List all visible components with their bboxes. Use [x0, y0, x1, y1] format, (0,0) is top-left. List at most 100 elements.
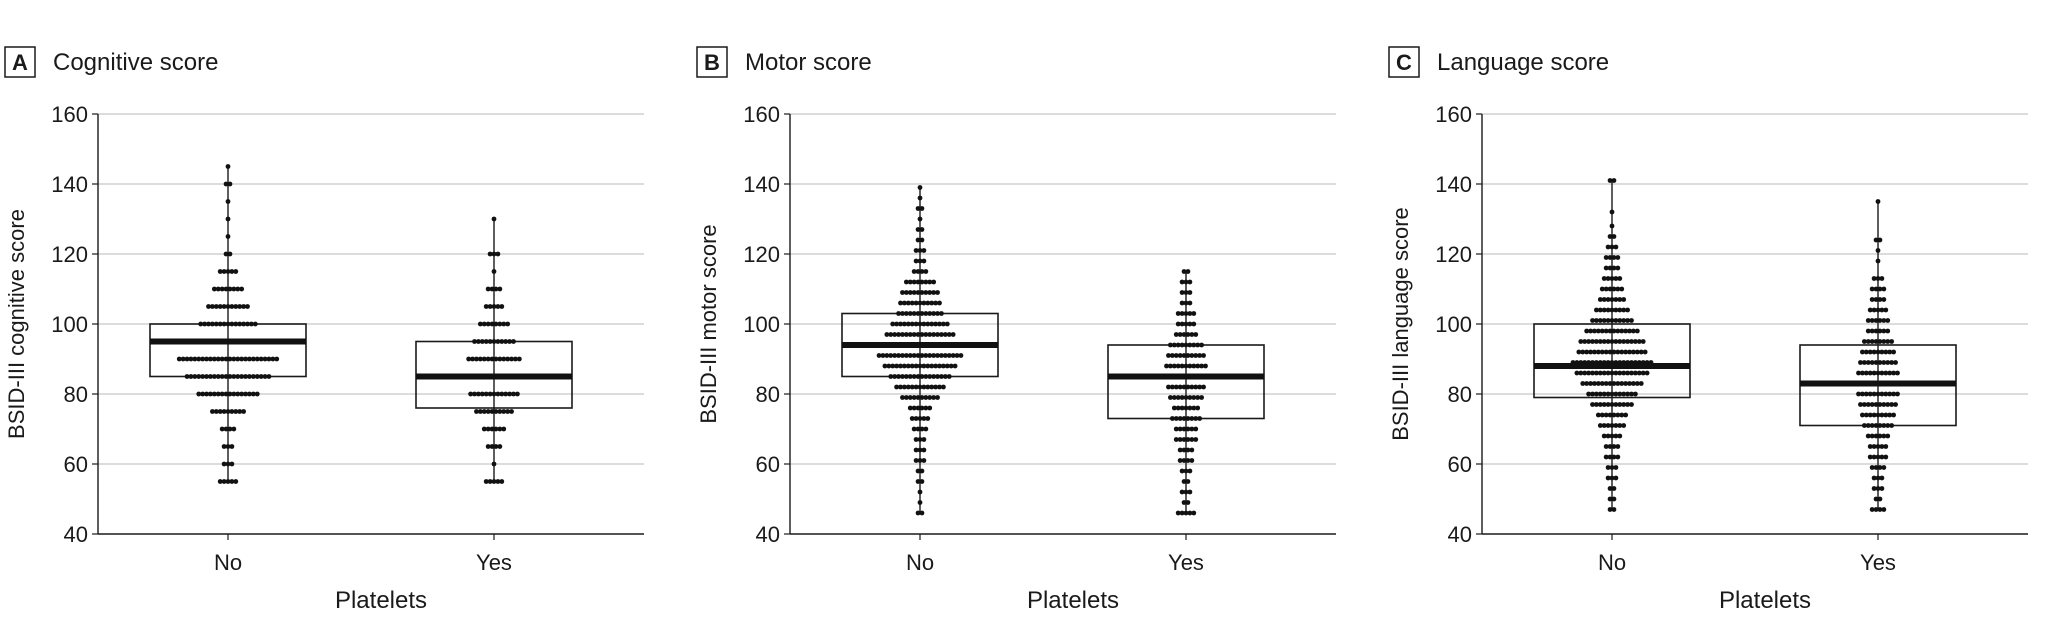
data-point — [1597, 370, 1603, 376]
data-point — [221, 409, 227, 414]
data-point — [227, 426, 233, 432]
data-point — [915, 332, 921, 337]
data-point — [1605, 276, 1611, 281]
data-point — [477, 356, 483, 362]
data-point — [1601, 297, 1607, 302]
data-point — [1873, 286, 1879, 292]
data-point — [1875, 199, 1881, 204]
data-point — [1181, 416, 1187, 421]
data-point — [958, 353, 964, 358]
data-point — [1171, 342, 1177, 348]
data-point — [221, 304, 227, 309]
data-point — [915, 269, 921, 274]
data-point — [946, 353, 952, 358]
data-point — [915, 468, 921, 474]
data-point — [1611, 286, 1617, 292]
data-point — [1895, 370, 1900, 376]
data-point — [1601, 391, 1607, 397]
data-point — [1881, 423, 1887, 428]
data-point — [911, 353, 917, 358]
data-point — [1621, 423, 1627, 428]
data-point — [505, 409, 511, 414]
data-point — [913, 258, 919, 264]
data-point — [946, 332, 952, 337]
data-point — [913, 416, 919, 421]
data-point — [231, 286, 237, 292]
data-point — [233, 479, 239, 484]
data-point — [898, 300, 903, 306]
data-point — [1195, 395, 1201, 400]
data-point — [929, 321, 935, 327]
data-point — [196, 356, 202, 362]
data-point — [1601, 318, 1607, 323]
data-point — [196, 391, 202, 397]
data-point — [1861, 402, 1867, 407]
data-point — [493, 426, 499, 432]
data-point — [903, 290, 909, 295]
data-point — [1181, 437, 1187, 442]
data-point — [1617, 391, 1623, 397]
data-point — [1885, 318, 1891, 323]
data-point — [1879, 391, 1885, 397]
data-point — [1879, 412, 1885, 418]
data-point — [1891, 412, 1896, 418]
data-point — [913, 384, 919, 390]
data-point — [1621, 318, 1627, 323]
data-point — [1609, 244, 1615, 250]
data-point — [896, 353, 901, 358]
data-point — [1869, 360, 1875, 365]
data-point — [1201, 353, 1206, 358]
data-point — [1609, 339, 1615, 344]
data-point — [176, 356, 182, 362]
data-point — [1627, 381, 1632, 386]
data-point — [1891, 349, 1896, 355]
data-point — [942, 332, 948, 337]
data-point — [219, 374, 225, 379]
data-point — [907, 374, 913, 379]
data-point — [1881, 433, 1887, 439]
data-point — [1887, 349, 1893, 355]
data-point — [927, 395, 933, 400]
data-point — [1607, 412, 1613, 418]
x-tick-label: No — [214, 550, 242, 575]
panel-title: Motor score — [745, 49, 872, 76]
data-point — [1607, 349, 1613, 355]
data-point — [1195, 405, 1201, 411]
data-point — [503, 391, 509, 397]
data-point — [1169, 416, 1175, 421]
data-point — [942, 374, 948, 379]
data-point — [1594, 402, 1599, 407]
data-point — [941, 363, 946, 369]
data-point — [1179, 279, 1185, 285]
data-point — [227, 286, 233, 292]
data-point — [1185, 332, 1191, 337]
y-tick-label: 80 — [64, 382, 88, 407]
data-point — [927, 353, 933, 358]
data-point — [483, 391, 489, 397]
data-point — [1875, 454, 1881, 460]
data-point — [1615, 286, 1621, 292]
data-point — [499, 391, 505, 397]
data-point — [1869, 328, 1875, 334]
data-point — [909, 363, 915, 369]
data-point — [921, 416, 927, 421]
data-point — [1887, 370, 1893, 376]
data-point — [250, 374, 256, 379]
data-point — [1183, 300, 1189, 306]
data-point — [1883, 444, 1889, 449]
data-point — [266, 356, 272, 362]
data-point — [1869, 339, 1875, 344]
data-point — [1609, 209, 1615, 215]
data-point — [919, 311, 925, 316]
data-point — [229, 304, 235, 309]
data-point — [1869, 297, 1875, 302]
data-point — [235, 391, 241, 397]
data-point — [902, 384, 907, 390]
data-point — [229, 409, 235, 414]
data-point — [1173, 353, 1179, 358]
data-point — [485, 426, 491, 432]
data-point — [1605, 318, 1611, 323]
data-point — [274, 356, 280, 362]
data-point — [1615, 265, 1621, 271]
data-point — [884, 353, 890, 358]
